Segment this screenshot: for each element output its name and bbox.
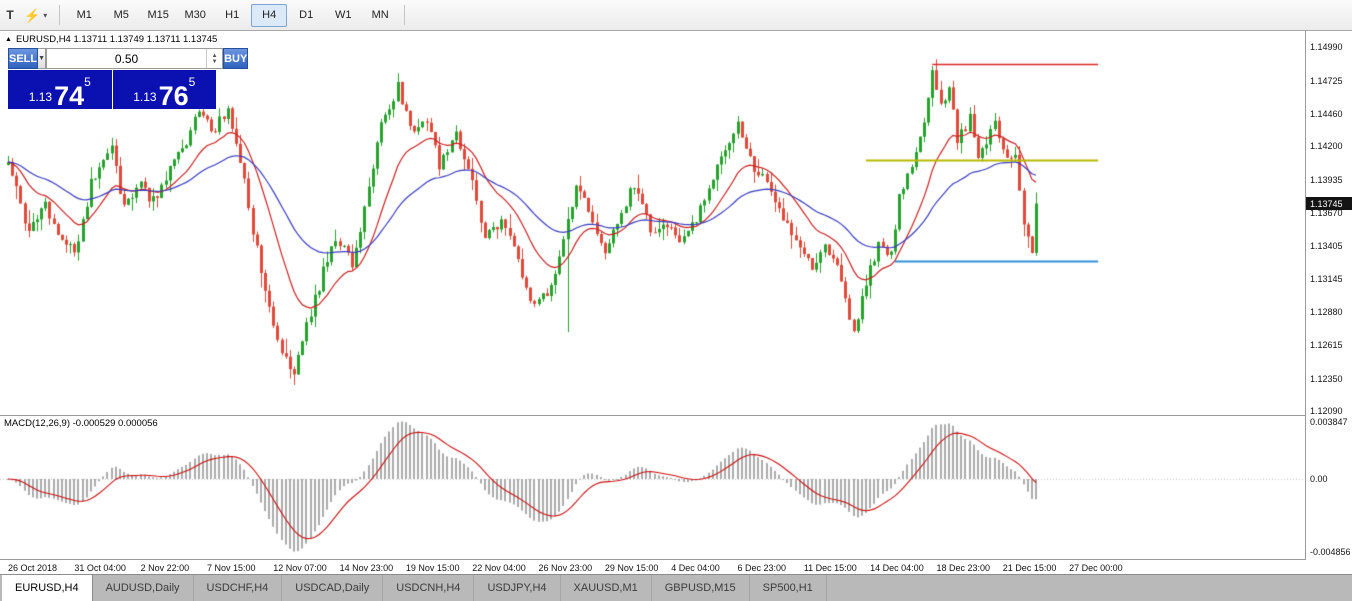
toolbar-grip: T bbox=[6, 8, 14, 22]
timeframe-m1[interactable]: M1 bbox=[76, 9, 92, 21]
chart-header: ▲ EURUSD,H4 1.13711 1.13749 1.13711 1.13… bbox=[5, 34, 217, 45]
tab-xauusd-m1[interactable]: XAUUSD,M1 bbox=[561, 575, 652, 601]
time-axis-label: 22 Nov 04:00 bbox=[472, 563, 526, 573]
one-click-trade-widget: SELL ▼ ▲▼ BUY 1.13 74 5 1.13 bbox=[8, 48, 249, 111]
time-axis-label: 26 Oct 2018 bbox=[8, 563, 58, 573]
main-chart-canvas[interactable] bbox=[0, 31, 1305, 415]
sell-price-base: 1.13 bbox=[28, 90, 53, 104]
time-axis-label: 11 Dec 15:00 bbox=[803, 563, 857, 573]
tab-usdchf-h4[interactable]: USDCHF,H4 bbox=[194, 575, 283, 601]
tab-usdcad-daily[interactable]: USDCAD,Daily bbox=[282, 575, 384, 601]
timeframe-m30[interactable]: M30 bbox=[184, 9, 206, 21]
time-axis-label: 14 Dec 04:00 bbox=[870, 563, 924, 573]
price-axis-label: 1.14200 bbox=[1310, 141, 1343, 152]
price-axis-label: 1.14460 bbox=[1310, 108, 1343, 119]
timeframe-d1[interactable]: D1 bbox=[299, 9, 314, 21]
buy-price-big: 76 bbox=[158, 80, 189, 111]
time-axis-label: 18 Dec 23:00 bbox=[936, 563, 991, 573]
time-axis-label: 26 Nov 23:00 bbox=[538, 563, 593, 573]
tab-usdjpy-h4[interactable]: USDJPY,H4 bbox=[474, 575, 561, 601]
volume-spinner[interactable]: ▲ ▼ bbox=[206, 49, 222, 68]
time-axis-label: 2 Nov 22:00 bbox=[140, 563, 190, 573]
time-axis-label: 29 Nov 15:00 bbox=[604, 563, 659, 573]
timeframe-mn[interactable]: MN bbox=[371, 9, 389, 21]
tab-sp500-h1[interactable]: SP500,H1 bbox=[750, 575, 827, 601]
time-axis-label: 21 Dec 15:00 bbox=[1002, 563, 1057, 573]
price-axis-label: 1.13670 bbox=[1310, 207, 1343, 218]
time-axis-label: 6 Dec 23:00 bbox=[737, 563, 787, 573]
buy-button[interactable]: BUY bbox=[223, 48, 249, 69]
price-axis-label: 1.13405 bbox=[1310, 241, 1343, 252]
timeframe-w1[interactable]: W1 bbox=[334, 9, 352, 21]
sell-price-sup: 5 bbox=[84, 75, 91, 89]
pane-separator-bottom bbox=[0, 559, 1352, 560]
time-axis-label: 12 Nov 07:00 bbox=[273, 563, 327, 573]
timeframe-m5[interactable]: M5 bbox=[113, 9, 129, 21]
lightning-icon: ⚡ bbox=[24, 7, 41, 23]
time-axis-label: 14 Nov 23:00 bbox=[339, 563, 394, 573]
timeframe-h4[interactable]: H4 bbox=[251, 3, 288, 27]
timeframe-h1[interactable]: H1 bbox=[225, 9, 240, 21]
sell-price-display[interactable]: 1.13 74 5 bbox=[8, 70, 112, 109]
main-price-pane: ▲ EURUSD,H4 1.13711 1.13749 1.13711 1.13… bbox=[0, 31, 1305, 415]
chart-ohlc-label: EURUSD,H4 1.13711 1.13749 1.13711 1.1374… bbox=[15, 34, 218, 45]
time-axis-label: 27 Dec 00:00 bbox=[1069, 563, 1123, 573]
quick-trade-tool-button[interactable]: ⚡ ▾ bbox=[18, 3, 53, 27]
time-axis[interactable]: 26 Oct 2018 31 Oct 04:00 2 Nov 22:00 7 Nov … bbox=[0, 560, 1305, 575]
price-axis-label: 1.13145 bbox=[1310, 273, 1343, 284]
price-axis-label: 1.12090 bbox=[1310, 406, 1343, 417]
time-axis-label: 19 Nov 15:00 bbox=[405, 563, 460, 573]
sell-price-big: 74 bbox=[54, 80, 85, 111]
buy-price-display[interactable]: 1.13 76 5 bbox=[112, 70, 216, 111]
macd-axis-label: 0.00 bbox=[1310, 474, 1328, 485]
pane-separator[interactable] bbox=[0, 415, 1352, 416]
timeframe-buttons: M1 M5 M15 M30 H1 H4 D1 W1 MN bbox=[66, 3, 398, 27]
macd-axis-label: -0.004856 bbox=[1310, 546, 1351, 557]
chart-tab-bar: EURUSD,H4 AUDUSD,Daily USDCHF,H4 USDCAD,Dai… bbox=[0, 574, 1352, 601]
sell-button[interactable]: SELL bbox=[8, 48, 39, 69]
time-axis-label: 4 Dec 04:00 bbox=[671, 563, 720, 573]
volume-input[interactable] bbox=[47, 49, 207, 68]
macd-indicator-pane: MACD(12,26,9) -0.000529 0.000056 bbox=[0, 416, 1305, 559]
buy-price-base: 1.13 bbox=[133, 90, 157, 104]
price-axis-label: 1.12615 bbox=[1310, 340, 1343, 351]
current-price-badge: 1.13745 bbox=[1306, 197, 1352, 211]
price-axis-label: 1.12880 bbox=[1310, 307, 1343, 318]
toolbar-separator bbox=[404, 5, 406, 25]
macd-label: MACD(12,26,9) -0.000529 0.000056 bbox=[4, 418, 158, 429]
price-axis-label: 1.13935 bbox=[1310, 174, 1343, 185]
timeframe-m15[interactable]: M15 bbox=[147, 9, 169, 21]
tab-gbpusd-m15[interactable]: GBPUSD,M15 bbox=[652, 575, 750, 601]
chart-window: ▲ EURUSD,H4 1.13711 1.13749 1.13711 1.13… bbox=[0, 30, 1352, 575]
macd-canvas[interactable] bbox=[0, 416, 1305, 559]
macd-axis-label: 0.003847 bbox=[1310, 417, 1348, 428]
volume-dropdown-button[interactable]: ▼ bbox=[38, 48, 47, 69]
tab-eurusd-h4[interactable]: EURUSD,H4 bbox=[2, 575, 93, 601]
chart-window-icon: ▲ bbox=[5, 36, 12, 43]
price-scale[interactable]: 1.13745 1.14990 1.14725 1.14460 1.14200 1.13… bbox=[1305, 31, 1352, 560]
tab-usdcnh-h4[interactable]: USDCNH,H4 bbox=[383, 575, 475, 601]
volume-field-wrap: ▲▼ bbox=[46, 48, 224, 69]
time-axis-label: 31 Oct 04:00 bbox=[74, 563, 126, 573]
price-axis-label: 1.14990 bbox=[1310, 42, 1343, 53]
time-axis-label: 7 Nov 15:00 bbox=[206, 563, 256, 573]
toolbar-separator bbox=[59, 5, 61, 25]
tab-audusd-daily[interactable]: AUDUSD,Daily bbox=[93, 575, 194, 601]
price-axis-label: 1.12350 bbox=[1310, 373, 1343, 384]
chevron-down-icon: ▾ bbox=[43, 10, 48, 20]
buy-price-sup: 5 bbox=[188, 75, 196, 89]
top-toolbar: T ⚡ ▾ M1 M5 M15 M30 H1 H4 D1 W1 MN bbox=[0, 0, 1352, 31]
price-axis-label: 1.14725 bbox=[1310, 75, 1343, 86]
